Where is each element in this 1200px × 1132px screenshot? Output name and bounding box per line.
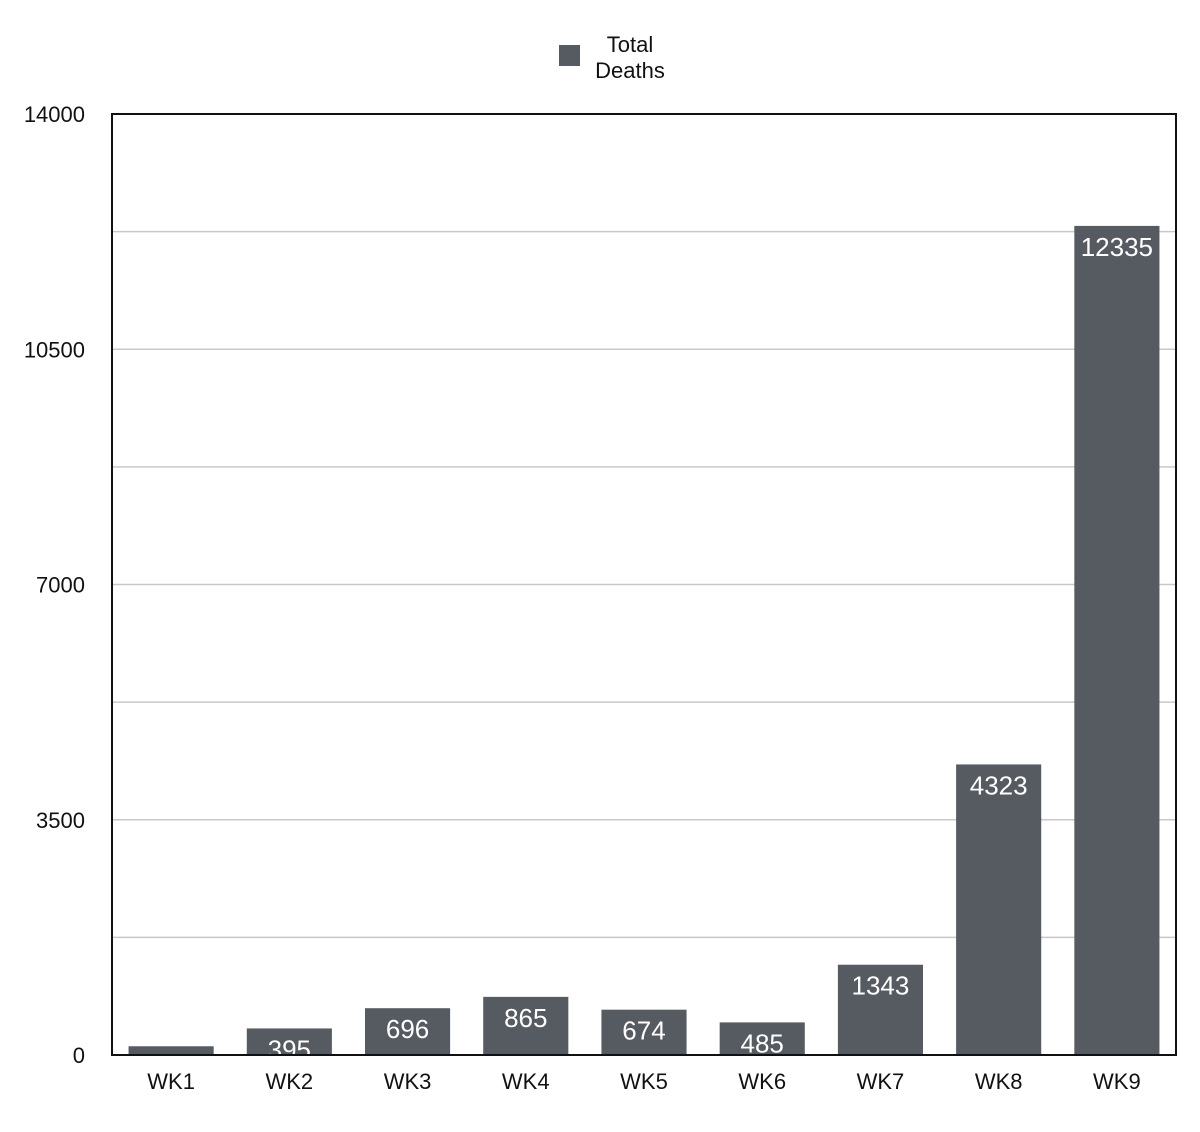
data-label-wk3: 696 xyxy=(386,1014,429,1044)
bar-wk9 xyxy=(1074,225,1160,1055)
x-tick-label-wk9: WK9 xyxy=(1093,1069,1141,1094)
bar-wk4 xyxy=(483,996,569,1055)
bar-wk7 xyxy=(837,964,924,1055)
bar-wk8 xyxy=(956,764,1042,1055)
data-label-wk5: 674 xyxy=(622,1016,665,1046)
x-tick-label-wk5: WK5 xyxy=(620,1069,668,1094)
x-tick-label-wk7: WK7 xyxy=(857,1069,905,1094)
legend-label-line-2: Deaths xyxy=(595,58,665,83)
plot-area-frame xyxy=(111,113,1177,1056)
legend-swatch xyxy=(559,45,580,66)
y-tick-label: 7000 xyxy=(36,573,85,598)
x-tick-label-wk4: WK4 xyxy=(502,1069,550,1094)
data-labels: 395 696 865 674 485 1343 4323 12335 xyxy=(268,232,1153,1065)
bars xyxy=(128,225,1160,1055)
x-tick-label-wk2: WK2 xyxy=(265,1069,313,1094)
y-tick-label: 3500 xyxy=(36,808,85,833)
bar-wk6 xyxy=(719,1022,805,1055)
data-label-wk2: 395 xyxy=(268,1034,311,1064)
y-axis-tick-labels: 0 3500 7000 10500 14000 xyxy=(24,102,85,1068)
x-axis-tick-labels: WK1 WK2 WK3 WK4 WK5 WK6 WK7 WK8 WK9 xyxy=(147,1069,1140,1094)
x-tick-label-wk3: WK3 xyxy=(384,1069,432,1094)
x-tick-label-wk6: WK6 xyxy=(738,1069,786,1094)
data-label-wk9: 12335 xyxy=(1081,232,1153,262)
gridlines xyxy=(112,230,1176,939)
y-tick-label: 0 xyxy=(73,1043,85,1068)
data-label-wk4: 865 xyxy=(504,1003,547,1033)
data-label-wk6: 485 xyxy=(741,1028,784,1058)
bar-wk2 xyxy=(246,1028,332,1055)
y-tick-label: 10500 xyxy=(24,337,85,362)
bar-wk3 xyxy=(364,1008,451,1055)
x-tick-label-wk8: WK8 xyxy=(975,1069,1023,1094)
x-tick-label-wk1: WK1 xyxy=(147,1069,195,1094)
legend-label-line-1: Total xyxy=(607,32,653,57)
data-label-wk7: 1343 xyxy=(852,971,910,1001)
legend: Total Deaths xyxy=(559,32,665,83)
data-label-wk8: 4323 xyxy=(970,770,1028,800)
bar-wk1 xyxy=(128,1046,214,1055)
bar-wk5 xyxy=(601,1009,687,1055)
y-tick-label: 14000 xyxy=(24,102,85,127)
